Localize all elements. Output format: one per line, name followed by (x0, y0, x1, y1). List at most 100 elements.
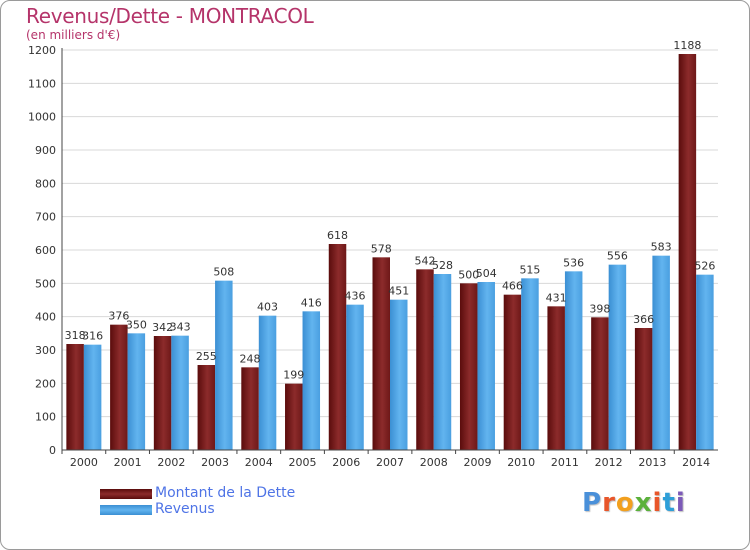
value-label-revenus: 583 (651, 241, 672, 254)
x-tick-label: 2000 (70, 456, 98, 469)
y-tick-label: 200 (35, 377, 56, 390)
value-label-revenus: 350 (126, 318, 147, 331)
value-label-revenus: 536 (563, 256, 584, 269)
x-tick-label: 2014 (682, 456, 710, 469)
bar-revenus (83, 344, 102, 450)
legend-label-revenus: Revenus (155, 501, 215, 517)
x-tick-label: 2004 (245, 456, 273, 469)
value-label-dette: 1188 (673, 39, 701, 52)
value-label-dette: 199 (283, 369, 304, 382)
value-label-dette: 578 (371, 242, 392, 255)
bar-dette (153, 336, 172, 450)
value-label-revenus: 403 (257, 301, 278, 314)
bar-revenus (433, 274, 452, 450)
x-tick-label: 2003 (201, 456, 229, 469)
value-label-revenus: 528 (432, 259, 453, 272)
logo-letter: P (582, 488, 603, 518)
value-label-revenus: 316 (82, 330, 103, 343)
logo-letter: o (615, 488, 635, 518)
value-label-dette: 500 (458, 268, 479, 281)
y-tick-label: 600 (35, 244, 56, 257)
value-label-dette: 248 (240, 352, 261, 365)
logo-letter: i (652, 488, 663, 518)
bar-revenus (346, 304, 364, 450)
y-tick-label: 700 (35, 211, 56, 224)
y-tick-label: 400 (35, 311, 56, 324)
value-label-dette: 466 (502, 280, 523, 293)
value-label-dette: 431 (546, 291, 567, 304)
value-label-revenus: 504 (476, 267, 497, 280)
y-tick-label: 1200 (28, 44, 56, 57)
bar-dette (197, 365, 216, 450)
y-tick-label: 900 (35, 144, 56, 157)
bar-revenus (521, 278, 539, 450)
y-tick-label: 300 (35, 344, 56, 357)
bar-revenus (302, 311, 321, 450)
bar-revenus (477, 282, 495, 450)
bar-revenus (696, 274, 714, 450)
value-label-revenus: 526 (694, 260, 715, 273)
x-tick-label: 2007 (376, 456, 404, 469)
bar-revenus (215, 280, 233, 450)
value-label-dette: 255 (196, 350, 217, 363)
value-label-dette: 398 (589, 302, 610, 315)
bar-revenus (564, 271, 583, 450)
x-tick-label: 2008 (420, 456, 448, 469)
bar-dette (110, 324, 128, 450)
value-label-dette: 342 (152, 321, 173, 334)
value-label-revenus: 343 (170, 321, 191, 334)
bar-dette (503, 294, 522, 450)
y-tick-label: 100 (35, 411, 56, 424)
bar-dette (634, 328, 653, 450)
value-label-revenus: 508 (213, 266, 234, 279)
logo-letter: i (675, 488, 686, 518)
value-label-revenus: 515 (519, 263, 540, 276)
proxiti-logo: Proxiti (582, 488, 686, 518)
value-label-revenus: 416 (301, 296, 322, 309)
bar-revenus (171, 335, 189, 450)
bar-dette (285, 383, 303, 450)
x-tick-label: 2011 (551, 456, 579, 469)
x-tick-label: 2009 (463, 456, 491, 469)
value-label-revenus: 451 (388, 285, 409, 298)
y-tick-label: 500 (35, 277, 56, 290)
y-tick-label: 1000 (28, 111, 56, 124)
value-label-dette: 542 (414, 254, 435, 267)
y-tick-label: 1100 (28, 77, 56, 90)
bar-revenus (652, 255, 670, 450)
x-tick-label: 2012 (595, 456, 623, 469)
bar-dette (328, 244, 347, 450)
bar-dette (678, 54, 697, 450)
bar-dette (66, 344, 84, 450)
x-tick-label: 2006 (332, 456, 360, 469)
bar-dette (416, 269, 434, 450)
x-tick-label: 2005 (289, 456, 317, 469)
bar-dette (241, 367, 259, 450)
value-label-revenus: 556 (607, 250, 628, 263)
legend-swatch-debt (100, 489, 152, 499)
logo-letter: r (602, 488, 616, 518)
value-label-dette: 366 (633, 313, 654, 326)
logo-letter: t (662, 488, 676, 518)
bar-revenus (608, 264, 627, 450)
legend-label-debt: Montant de la Dette (155, 485, 296, 501)
bar-dette (372, 257, 390, 450)
value-label-dette: 376 (108, 310, 129, 323)
chart-title: Revenus/Dette - MONTRACOL (26, 4, 314, 28)
y-tick-label: 0 (49, 444, 56, 457)
x-tick-label: 2001 (114, 456, 142, 469)
legend-swatch-revenus (100, 505, 152, 515)
value-label-dette: 318 (65, 329, 86, 342)
bar-revenus (258, 315, 277, 450)
chart-subtitle: (en milliers d'€) (26, 28, 121, 42)
value-label-revenus: 436 (345, 290, 366, 303)
bar-dette (547, 306, 565, 450)
x-tick-label: 2010 (507, 456, 535, 469)
bar-dette (459, 283, 478, 450)
y-tick-label: 800 (35, 177, 56, 190)
x-tick-label: 2013 (638, 456, 666, 469)
logo-letter: x (634, 488, 653, 518)
x-tick-label: 2002 (157, 456, 185, 469)
value-label-dette: 618 (327, 229, 348, 242)
